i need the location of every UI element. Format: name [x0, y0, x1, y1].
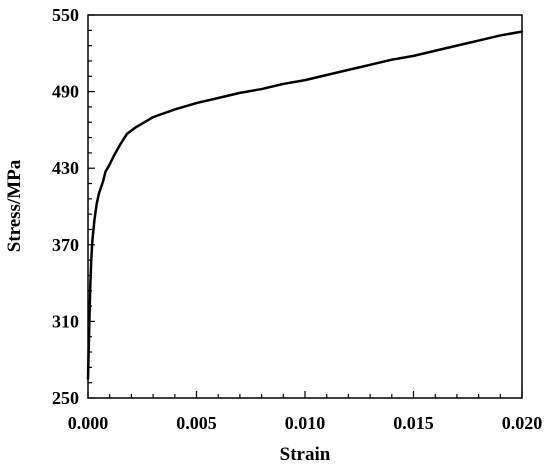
plot-frame [87, 14, 523, 399]
y-axis-title: Stress/MPa [4, 159, 25, 252]
y-tick-label: 370 [52, 235, 79, 255]
stress-strain-curve [86, 30, 524, 381]
y-tick-label: 550 [52, 5, 79, 25]
x-tick-labels: 0.000 0.005 0.010 0.015 0.020 [68, 413, 543, 433]
x-axis-title: Strain [280, 444, 331, 465]
x-tick-label: 0.010 [285, 413, 326, 433]
axis-ticks [87, 14, 523, 399]
y-tick-label: 310 [52, 311, 79, 331]
x-tick-label: 0.020 [502, 413, 543, 433]
y-tick-labels: 250 310 370 430 490 550 [52, 5, 79, 408]
y-tick-label: 250 [52, 388, 79, 408]
x-tick-label: 0.015 [393, 413, 434, 433]
x-tick-label: 0.005 [176, 413, 217, 433]
y-tick-label: 430 [52, 158, 79, 178]
x-tick-label: 0.000 [68, 413, 109, 433]
y-tick-label: 490 [52, 82, 79, 102]
